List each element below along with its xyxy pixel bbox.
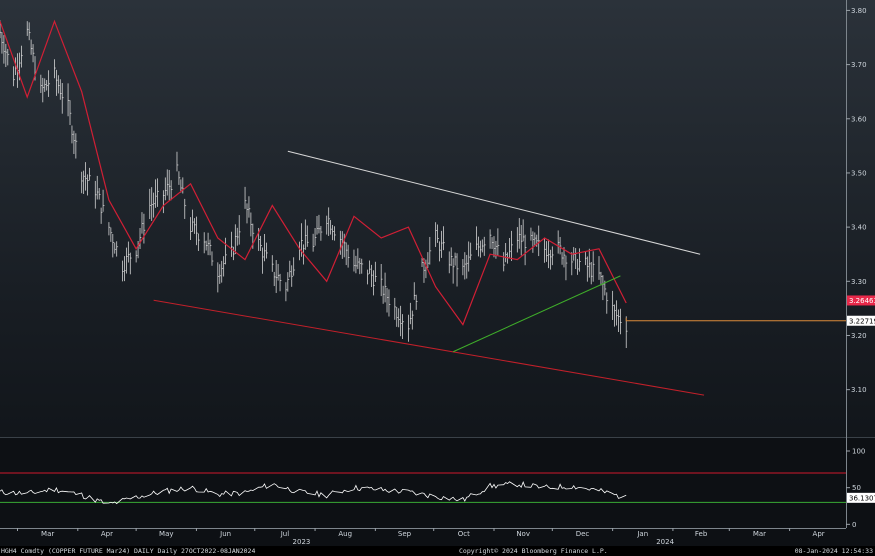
- rising-trendline: [452, 275, 621, 353]
- oscillator-y-tick-label: 100: [852, 448, 865, 456]
- oscillator-y-tick-label: 0: [852, 521, 856, 529]
- x-tick-label: Apr: [101, 530, 113, 538]
- oscillator-panel: 100 50 0 36.1307: [0, 440, 875, 529]
- x-tick-label: Jan: [636, 530, 648, 538]
- x-tick-label: Jun: [219, 530, 231, 538]
- x-tick-label: Apr: [813, 530, 825, 538]
- x-tick-label: May: [159, 530, 173, 538]
- x-axis: Mar Apr May Jun Jul Aug Sep Oct Nov Dec Jan Feb Mar A…: [0, 528, 846, 546]
- year-label: 2024: [656, 538, 674, 546]
- lower-trendline: [153, 299, 705, 396]
- price-tag-label: 3.22719: [849, 317, 875, 325]
- x-tick-label: Jul: [280, 530, 290, 538]
- x-tick-label: Nov: [516, 530, 530, 538]
- x-tick-label: Oct: [458, 530, 470, 538]
- price-y-tick-label: 3.20: [851, 332, 867, 340]
- price-y-tick-label: 3.70: [851, 61, 867, 69]
- x-tick-label: Mar: [753, 530, 766, 538]
- price-y-tick-label: 3.40: [851, 224, 867, 232]
- price-y-tick-label: 3.50: [851, 169, 867, 177]
- x-tick-label: Feb: [695, 530, 708, 538]
- price-y-tick-label: 3.10: [851, 386, 867, 394]
- oscillator-line: [0, 481, 627, 505]
- price-y-tick-label: 3.30: [851, 278, 867, 286]
- footer-bar: HGH4 Comdty (COPPER FUTURE Mar24) DAILY …: [0, 546, 875, 556]
- x-tick-label: Mar: [41, 530, 54, 538]
- moving-average-line: [0, 19, 627, 326]
- oscillator-last-value-tag: [847, 492, 875, 503]
- last-price-tag: [847, 295, 875, 306]
- x-tick-label: Sep: [398, 530, 412, 538]
- level-line: [625, 317, 846, 322]
- copyright-text: Copyright© 2024 Bloomberg Finance L.P.: [459, 547, 608, 555]
- level-price-tag: [847, 315, 875, 326]
- timestamp: 08-Jan-2024 12:54:33: [794, 547, 873, 555]
- oscillator-last-value-label: 36.1307: [849, 494, 875, 502]
- x-tick-label: Aug: [338, 530, 352, 538]
- oscillator-y-tick-label: 50: [852, 484, 861, 492]
- ticker-description: HGH4 Comdty (COPPER FUTURE Mar24) DAILY …: [1, 547, 256, 555]
- price-y-tick-label: 3.60: [851, 115, 867, 123]
- x-tick-label: Dec: [576, 530, 590, 538]
- upper-trendline: [287, 150, 701, 255]
- price-y-tick-label: 3.80: [851, 7, 867, 15]
- year-label: 2023: [293, 538, 311, 546]
